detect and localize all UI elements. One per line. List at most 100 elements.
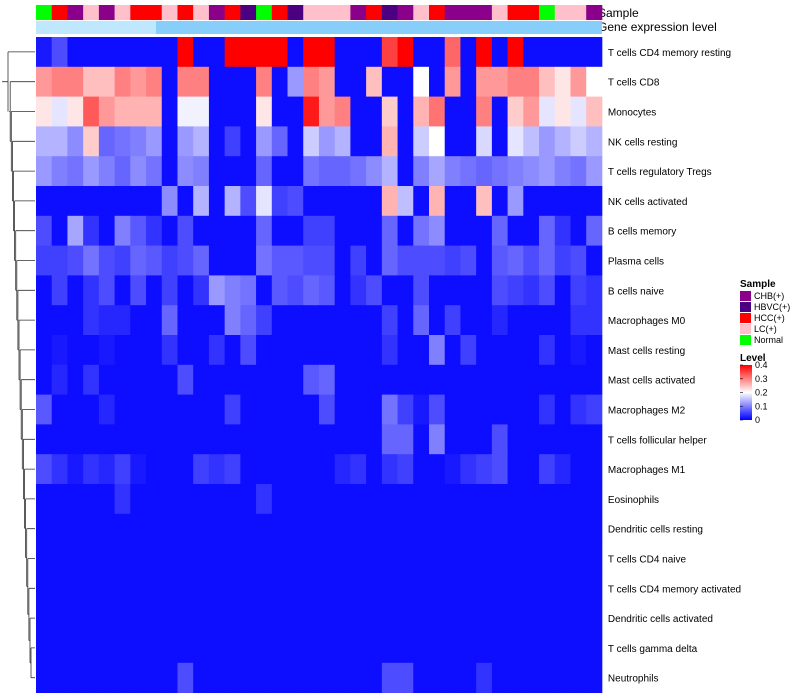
- heatmap-cell: [397, 573, 414, 604]
- heatmap-cell: [413, 126, 430, 157]
- heatmap-cell: [507, 96, 524, 127]
- heatmap-cell: [114, 66, 131, 97]
- heatmap-cell: [36, 245, 53, 276]
- heatmap-cell: [177, 96, 194, 127]
- heatmap-cell: [350, 513, 367, 544]
- heatmap-cell: [67, 633, 84, 664]
- heatmap-cell: [240, 484, 257, 515]
- heatmap-cell: [523, 275, 540, 306]
- heatmap-cell: [507, 513, 524, 544]
- heatmap-cell: [429, 215, 446, 246]
- row-label: T cells follicular helper: [608, 435, 707, 446]
- heatmap-cell: [554, 394, 571, 425]
- heatmap-cell: [586, 513, 603, 544]
- row-dendrogram: [2, 51, 35, 679]
- heatmap-cell: [161, 662, 178, 693]
- heatmap-cell: [460, 245, 477, 276]
- heatmap-cell: [507, 603, 524, 634]
- heatmap-cell: [554, 454, 571, 485]
- row-label: Plasma cells: [608, 257, 664, 268]
- heatmap-cell: [240, 424, 257, 455]
- heatmap-cell: [161, 573, 178, 604]
- heatmap-cell: [287, 484, 304, 515]
- heatmap-cell: [413, 37, 430, 68]
- heatmap-cell: [303, 633, 320, 664]
- heatmap-cell: [146, 633, 163, 664]
- heatmap-cell: [146, 245, 163, 276]
- heatmap-cell: [67, 424, 84, 455]
- heatmap-cell: [334, 37, 351, 68]
- heatmap-cell: [366, 37, 383, 68]
- heatmap-cell: [271, 364, 288, 395]
- heatmap-cell: [366, 394, 383, 425]
- sample-legend-swatch: [740, 291, 751, 301]
- heatmap-cell: [366, 573, 383, 604]
- heatmap-cell: [130, 513, 147, 544]
- sample-annotation-cell: [256, 5, 273, 20]
- heatmap-cell: [429, 364, 446, 395]
- heatmap-cell: [130, 543, 147, 574]
- heatmap-cell: [397, 66, 414, 97]
- heatmap-cell: [413, 454, 430, 485]
- sample-legend-label: Normal: [754, 335, 783, 345]
- heatmap-cell: [491, 513, 508, 544]
- heatmap-cell: [303, 573, 320, 604]
- heatmap-cell: [114, 662, 131, 693]
- heatmap-cell: [397, 484, 414, 515]
- sample-annotation-cell: [193, 5, 210, 20]
- heatmap-cell: [460, 37, 477, 68]
- heatmap-cell: [397, 37, 414, 68]
- heatmap-cell: [256, 543, 273, 574]
- heatmap-cell: [224, 662, 241, 693]
- heatmap-cell: [114, 543, 131, 574]
- heatmap-cell: [554, 275, 571, 306]
- heatmap-cell: [491, 335, 508, 366]
- expression-annotation-label: Gene expression level: [598, 20, 717, 34]
- heatmap-cell: [507, 543, 524, 574]
- row-label: Dendritic cells resting: [608, 525, 703, 536]
- heatmap-cell: [476, 513, 493, 544]
- heatmap-cell: [51, 484, 68, 515]
- heatmap-cell: [271, 37, 288, 68]
- level-tick-label: 0.3: [755, 374, 768, 384]
- heatmap-cell: [491, 424, 508, 455]
- row-label: T cells CD4 naive: [608, 555, 687, 566]
- heatmap-cell: [413, 633, 430, 664]
- heatmap-cell: [460, 364, 477, 395]
- heatmap-cell: [36, 364, 53, 395]
- heatmap-cell: [554, 37, 571, 68]
- heatmap-cell: [256, 37, 273, 68]
- heatmap-cell: [554, 573, 571, 604]
- heatmap-cell: [161, 96, 178, 127]
- heatmap-cell: [460, 126, 477, 157]
- heatmap-cell: [507, 335, 524, 366]
- heatmap-cell: [146, 394, 163, 425]
- heatmap-cell: [146, 424, 163, 455]
- heatmap-cell: [224, 275, 241, 306]
- heatmap-cell: [193, 603, 210, 634]
- heatmap-cell: [460, 424, 477, 455]
- heatmap-cell: [460, 305, 477, 336]
- heatmap-cell: [130, 484, 147, 515]
- heatmap-cell: [130, 603, 147, 634]
- row-label: Eosinophils: [608, 495, 659, 506]
- heatmap-cell: [177, 37, 194, 68]
- heatmap-cell: [381, 424, 398, 455]
- heatmap-cell: [130, 215, 147, 246]
- heatmap-cell: [397, 543, 414, 574]
- heatmap-cell: [444, 156, 461, 187]
- heatmap-cell: [303, 37, 320, 68]
- heatmap-cell: [413, 484, 430, 515]
- row-label: Macrophages M2: [608, 406, 686, 417]
- heatmap-cell: [413, 513, 430, 544]
- heatmap-cell: [318, 543, 336, 574]
- heatmap-cell: [413, 364, 430, 395]
- heatmap-cell: [476, 573, 493, 604]
- heatmap-cell: [130, 454, 147, 485]
- heatmap-cell: [381, 603, 398, 634]
- heatmap-cell: [303, 603, 320, 634]
- heatmap-cell: [83, 513, 100, 544]
- heatmap-cell: [318, 126, 336, 157]
- sample-annotation-cell: [83, 5, 100, 20]
- heatmap-cell: [146, 662, 163, 693]
